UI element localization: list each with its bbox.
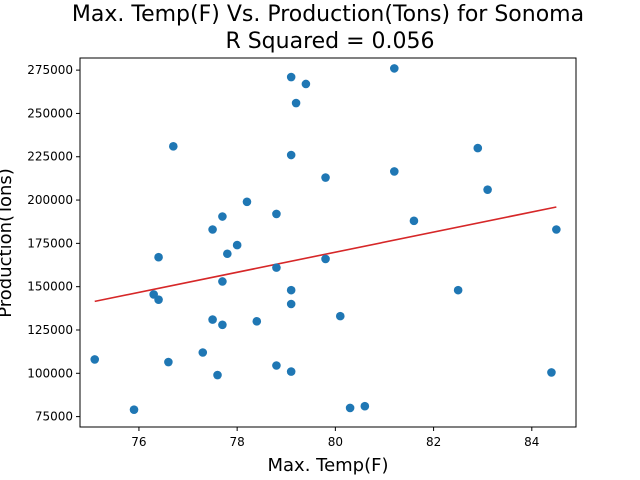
y-tick-label: 250000 <box>27 106 73 120</box>
y-tick-label: 75000 <box>35 410 73 424</box>
y-tick-label: 225000 <box>27 150 73 164</box>
x-tick-label: 76 <box>131 435 146 449</box>
scatter-point <box>272 263 281 272</box>
scatter-point <box>242 197 252 207</box>
scatter-point <box>335 311 345 321</box>
scatter-point <box>218 320 227 330</box>
y-tick-label: 200000 <box>27 193 73 207</box>
scatter-point <box>169 142 178 151</box>
y-axis-label: Production(Tons) <box>0 168 16 318</box>
chart-title: Max. Temp(F) Vs. Production(Tons) for So… <box>72 2 584 27</box>
scatter-point <box>547 368 556 377</box>
regression-line-layer <box>94 206 557 303</box>
scatter-point <box>552 225 561 234</box>
scatter-point <box>286 285 296 295</box>
x-axis-ticks: 76 78 80 82 84 <box>131 427 539 449</box>
regression-line <box>94 206 557 303</box>
x-tick-label: 80 <box>328 435 343 449</box>
scatter-point <box>154 252 163 262</box>
scatter-point <box>218 212 227 221</box>
scatter-point <box>360 401 370 411</box>
scatter-point <box>218 277 227 286</box>
y-tick-label: 125000 <box>27 323 73 337</box>
scatter-point <box>301 79 311 89</box>
scatter-point <box>208 315 217 324</box>
scatter-point <box>321 173 330 182</box>
scatter-point <box>286 299 296 309</box>
scatter-point <box>409 216 419 226</box>
y-tick-label: 175000 <box>27 236 73 250</box>
scatter-point <box>286 72 296 82</box>
scatter-point <box>232 240 242 250</box>
scatter-point <box>129 405 139 414</box>
y-tick-label: 275000 <box>27 63 73 77</box>
scatter-point <box>483 185 492 194</box>
y-tick-label: 100000 <box>27 366 73 380</box>
scatter-point <box>321 254 330 264</box>
x-tick-label: 78 <box>230 435 245 449</box>
scatter-point <box>272 361 281 370</box>
scatter-point <box>389 167 399 176</box>
x-tick-label: 84 <box>524 435 539 449</box>
scatter-point <box>291 98 301 108</box>
scatter-point <box>90 355 100 364</box>
scatter-point <box>154 295 163 304</box>
x-axis-label: Max. Temp(F) <box>267 455 388 476</box>
scatter-point <box>223 249 232 259</box>
plot-frame <box>79 57 577 428</box>
scatter-point <box>453 285 463 295</box>
scatter-point <box>286 367 296 376</box>
scatter-point <box>389 64 399 73</box>
scatter-point <box>345 403 355 413</box>
data-points-layer <box>90 64 561 414</box>
scatter-point <box>252 317 262 326</box>
y-axis-ticks: 75000 100000 125000 150000 175000 200000 22500… <box>27 63 80 424</box>
scatter-point <box>208 225 217 234</box>
scatter-point <box>286 150 296 160</box>
y-tick-label: 150000 <box>27 280 73 294</box>
scatter-point <box>473 143 483 153</box>
scatter-point <box>164 357 173 367</box>
chart-subtitle-r-squared: R Squared = 0.056 <box>225 29 434 54</box>
x-tick-label: 82 <box>426 435 441 449</box>
scatter-point <box>198 348 208 357</box>
scatter-point <box>272 209 281 219</box>
plot-area <box>79 57 577 428</box>
scatter-point <box>213 370 222 380</box>
